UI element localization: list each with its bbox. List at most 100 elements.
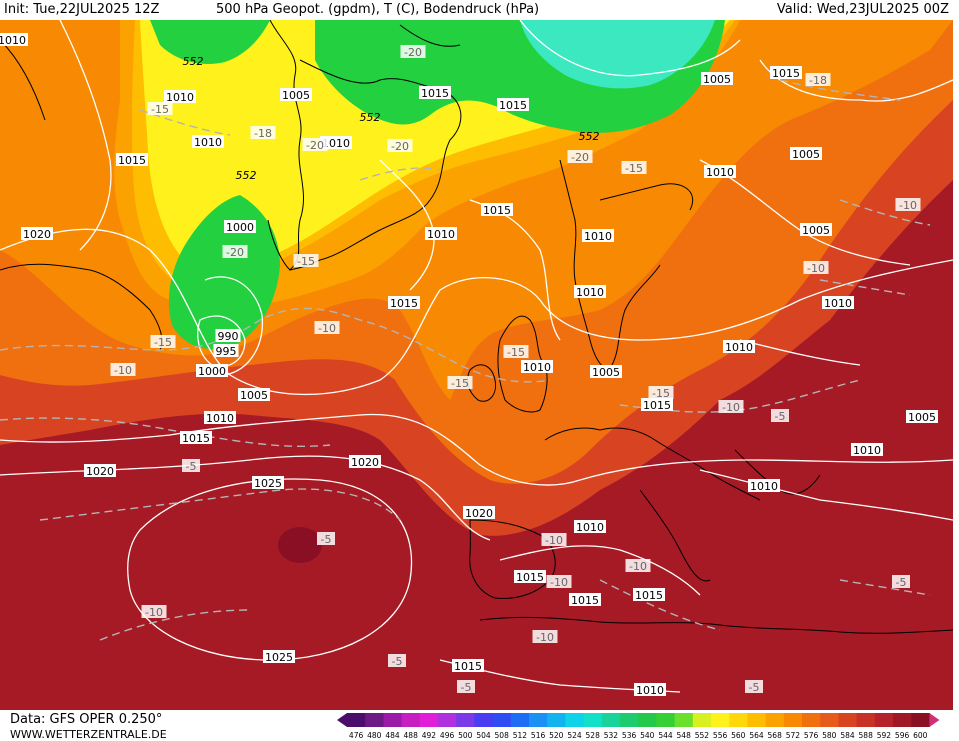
pressure-label: 1005 <box>703 73 731 86</box>
pressure-label-box <box>213 344 239 357</box>
legend-arrow-right <box>929 713 940 727</box>
temp-label-box <box>648 386 674 399</box>
temp-label: -5 <box>186 460 197 473</box>
pressure-label: 1020 <box>23 228 51 241</box>
pressure-label: 1015 <box>390 297 418 310</box>
temp-label-box <box>803 261 829 274</box>
temp-label: -10 <box>807 262 825 275</box>
pressure-label-box <box>320 136 352 149</box>
temp-label: -15 <box>297 255 315 268</box>
pressure-label: 1010 <box>576 521 604 534</box>
legend-swatch <box>620 713 639 727</box>
legend-value: 560 <box>731 731 746 739</box>
legend-swatch <box>565 713 585 727</box>
pressure-label-box <box>822 296 854 309</box>
init-time: Init: Tue,22JUL2025 12Z <box>4 2 160 17</box>
temp-label: -20 <box>226 246 244 259</box>
temp-label: -15 <box>154 336 172 349</box>
pressure-label-box <box>748 479 780 492</box>
pressure-label: 990 <box>218 330 239 343</box>
legend-swatch <box>438 713 457 727</box>
temp-label: -5 <box>896 576 907 589</box>
legend-swatch <box>765 713 785 727</box>
temp-label-box <box>150 335 176 348</box>
legend-value: 588 <box>859 731 874 739</box>
pressure-label: 1020 <box>351 456 379 469</box>
pressure-label-box <box>224 220 256 233</box>
color-legend: 476 480 484 488 492 496 500 504 508 512 516 520 524 5… <box>337 713 940 739</box>
pressure-label-box <box>204 411 236 424</box>
legend-value: 512 <box>513 731 528 739</box>
temp-label-box <box>314 321 340 334</box>
pressure-label: 1010 <box>322 137 350 150</box>
pressure-label-box <box>192 135 224 148</box>
temp-labels: -18 -20 -20 -15 -20 -20 -18 -15 -15 -20 -10 -10 -15 -… <box>110 45 921 694</box>
legend-swatch <box>820 713 839 727</box>
legend-value: 536 <box>622 731 637 739</box>
legend-swatch <box>783 713 803 727</box>
temp-label: -10 <box>550 576 568 589</box>
pressure-label: 1015 <box>483 204 511 217</box>
pressure-label: 1005 <box>240 389 268 402</box>
pressure-label-box <box>633 588 665 601</box>
temp-label-box <box>541 533 567 546</box>
temp-label-box <box>546 575 572 588</box>
legend-swatch <box>474 713 494 727</box>
legend-value: 520 <box>549 731 564 739</box>
temp-label-box <box>532 630 558 643</box>
pressure-label-box <box>641 398 673 411</box>
temp-label-box <box>745 680 763 693</box>
pressure-label-box <box>574 520 606 533</box>
temp-label: -5 <box>392 655 403 668</box>
pressure-label-box <box>521 360 553 373</box>
pressure-label: 1010 <box>853 444 881 457</box>
temp-label-box <box>892 575 910 588</box>
legend-value: 540 <box>640 731 655 739</box>
pressure-label: 1010 <box>824 297 852 310</box>
pressure-label: 1015 <box>118 154 146 167</box>
temp-label-box <box>567 150 593 163</box>
temp-label-box <box>388 654 406 667</box>
weather-map: 1010 1005 1010 1010 1015 1010 1015 1005 1015 1010… <box>0 20 953 710</box>
pressure-label: 1015 <box>772 67 800 80</box>
pressure-label: 1015 <box>516 571 544 584</box>
pressure-label-box <box>349 455 381 468</box>
temp-label: -15 <box>652 387 670 400</box>
pressure-label: 1015 <box>571 594 599 607</box>
pressure-label: 1020 <box>465 507 493 520</box>
temp-label-box <box>222 245 248 258</box>
legend-value: 504 <box>476 731 491 739</box>
temp-label-box <box>317 532 335 545</box>
pressure-label: 1010 <box>636 684 664 697</box>
temp-label: -5 <box>321 533 332 546</box>
pressure-label: 1005 <box>792 148 820 161</box>
legend-swatch <box>711 713 730 727</box>
temp-label: -5 <box>775 410 786 423</box>
legend-value: 496 <box>440 731 455 739</box>
legend-value: 572 <box>786 731 801 739</box>
map-footer: Data: GFS OPER 0.250° WWW.WETTERZENTRALE… <box>0 710 959 741</box>
pressure-label-box <box>280 88 312 101</box>
legend-swatch <box>856 713 876 727</box>
legend-value: 552 <box>695 731 710 739</box>
pressure-label: 1015 <box>421 87 449 100</box>
temp-label-box <box>625 559 651 572</box>
legend-value: 548 <box>677 731 692 739</box>
pressure-label-box <box>252 476 284 489</box>
pressure-label-box <box>574 285 606 298</box>
pressure-label: 1020 <box>86 465 114 478</box>
legend-value: 544 <box>658 731 673 739</box>
temp-label: -20 <box>306 139 324 152</box>
temp-label: -10 <box>629 560 647 573</box>
legend-swatch <box>729 713 748 727</box>
data-source: Data: GFS OPER 0.250° <box>10 712 163 727</box>
temp-label-box <box>147 102 173 115</box>
temp-label: -20 <box>571 151 589 164</box>
pressure-label: 1005 <box>802 224 830 237</box>
legend-value: 488 <box>404 731 419 739</box>
temp-label: -5 <box>749 681 760 694</box>
pressure-label-box <box>634 683 666 696</box>
pressure-label-box <box>215 329 241 342</box>
legend-swatch <box>601 713 621 727</box>
legend-swatch <box>874 713 894 727</box>
